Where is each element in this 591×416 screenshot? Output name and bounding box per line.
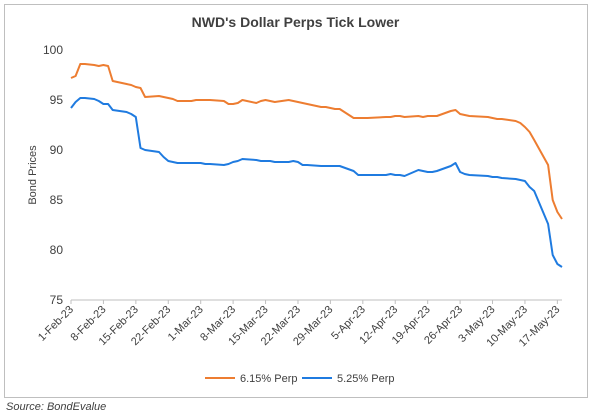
chart-frame — [4, 4, 588, 398]
y-tick-label: 80 — [50, 243, 64, 257]
y-axis-ticks: 75 80 85 90 95 100 — [43, 43, 63, 307]
chart-title: NWD's Dollar Perps Tick Lower — [191, 14, 400, 30]
y-tick-label: 75 — [50, 293, 64, 307]
y-tick-label: 95 — [50, 93, 64, 107]
source-note: Source: BondEvalue — [6, 401, 107, 413]
legend-label-1: 6.15% Perp — [240, 373, 297, 385]
y-tick-label: 100 — [43, 43, 63, 57]
x-axis: 1-Feb-238-Feb-2315-Feb-2322-Feb-231-Mar-… — [36, 299, 562, 349]
series-lines — [70, 63, 563, 268]
series-line-1 — [70, 63, 563, 220]
legend: 6.15% Perp 5.25% Perp — [205, 373, 394, 385]
y-tick-label: 90 — [50, 143, 64, 157]
y-axis-label: Bond Prices — [27, 145, 39, 205]
y-tick-label: 85 — [50, 193, 64, 207]
legend-label-2: 5.25% Perp — [337, 373, 394, 385]
series-line-2 — [70, 97, 563, 268]
